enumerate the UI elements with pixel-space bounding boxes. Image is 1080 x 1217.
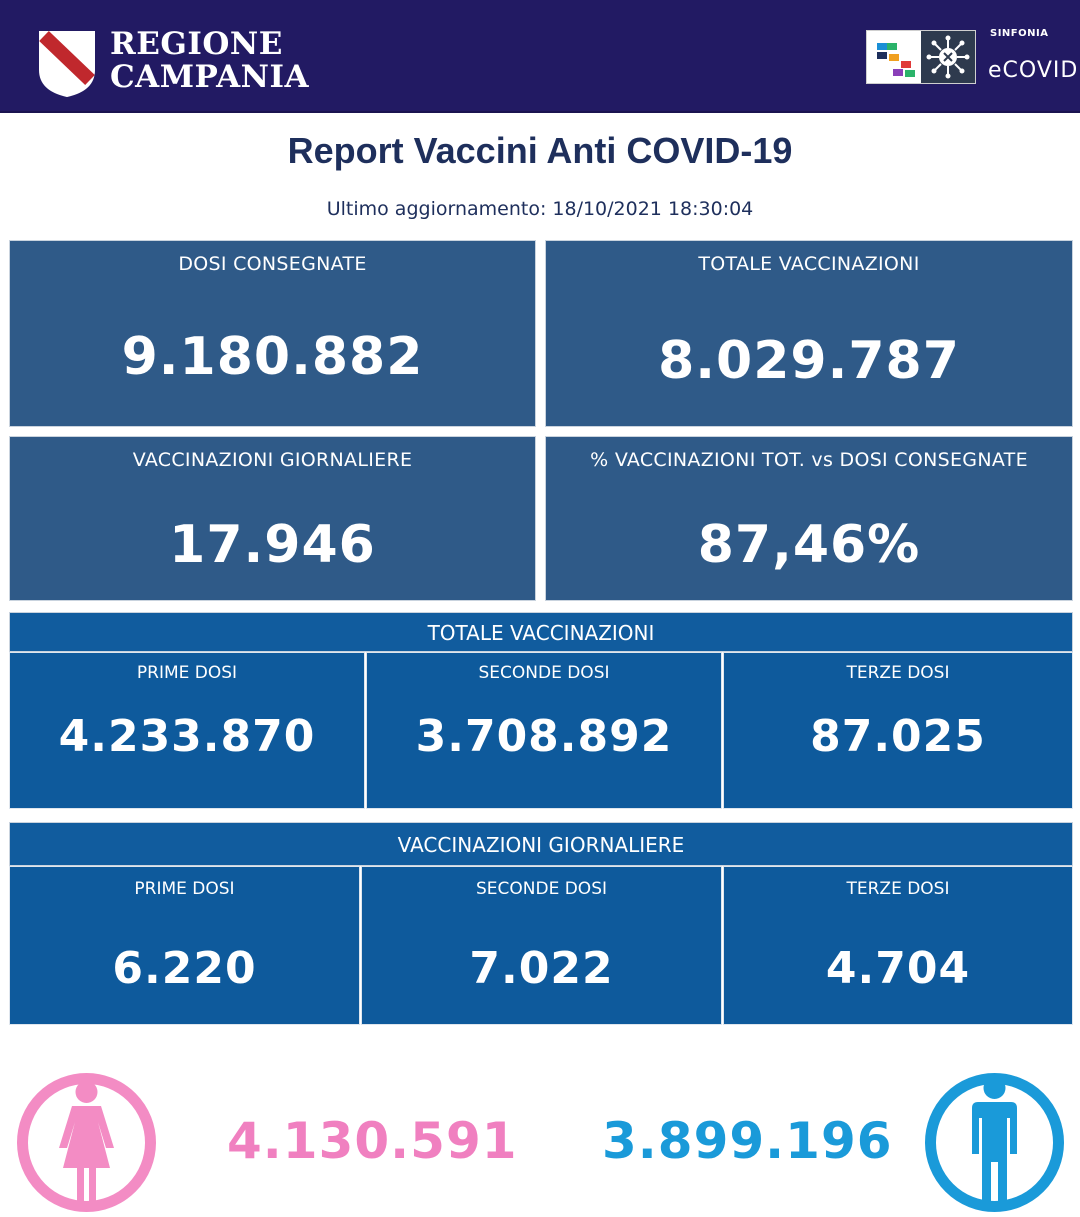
cell-label: PRIME DOSI xyxy=(136,663,238,683)
region-crest-icon xyxy=(39,30,95,98)
sinfonia-label: SINFONIA xyxy=(990,28,1049,39)
section-header-giornaliere: VACCINAZIONI GIORNALIERE xyxy=(9,822,1073,866)
sinfonia-logo xyxy=(866,30,976,84)
male-icon xyxy=(925,1073,1064,1212)
cell-label: SECONDE DOSI xyxy=(478,663,610,683)
card-totale-vaccinazioni: TOTALE VACCINAZIONI 8.029.787 xyxy=(545,240,1073,427)
card-value: 9.180.882 xyxy=(121,327,424,387)
card-value: 8.029.787 xyxy=(658,331,960,391)
cell-label: TERZE DOSI xyxy=(846,879,950,899)
cell-totale-prime-dosi: PRIME DOSI 4.233.870 xyxy=(9,652,365,809)
brand-name: REGIONE CAMPANIA xyxy=(110,28,309,94)
cell-value: 87.025 xyxy=(810,711,986,762)
cell-value: 4.233.870 xyxy=(58,711,316,762)
card-label: DOSI CONSEGNATE xyxy=(178,253,367,275)
brand-line2: CAMPANIA xyxy=(110,59,310,95)
cell-value: 3.708.892 xyxy=(415,711,673,762)
virus-icon xyxy=(921,31,975,83)
page-title: Report Vaccini Anti COVID-19 xyxy=(287,130,793,171)
cell-label: PRIME DOSI xyxy=(134,879,235,899)
card-percentuale: % VACCINAZIONI TOT. vs DOSI CONSEGNATE 8… xyxy=(545,436,1073,601)
card-label: TOTALE VACCINAZIONI xyxy=(698,253,920,275)
ecovid-label: eCOVID xyxy=(988,58,1079,83)
cell-giornaliere-seconde-dosi: SECONDE DOSI 7.022 xyxy=(361,866,722,1025)
card-value: 17.946 xyxy=(169,515,376,575)
cell-value: 4.704 xyxy=(825,943,971,994)
card-dosi-consegnate: DOSI CONSEGNATE 9.180.882 xyxy=(9,240,536,427)
header-bar: REGIONE CAMPANIA xyxy=(0,0,1080,113)
cell-giornaliere-prime-dosi: PRIME DOSI 6.220 xyxy=(9,866,360,1025)
cell-totale-terze-dosi: TERZE DOSI 87.025 xyxy=(723,652,1073,809)
card-label: VACCINAZIONI GIORNALIERE xyxy=(132,449,413,471)
brand-line1: REGIONE xyxy=(110,26,283,62)
cell-value: 7.022 xyxy=(469,943,614,994)
cell-totale-seconde-dosi: SECONDE DOSI 3.708.892 xyxy=(366,652,722,809)
card-label: % VACCINAZIONI TOT. vs DOSI CONSEGNATE xyxy=(590,449,1028,471)
section-header-totale: TOTALE VACCINAZIONI xyxy=(9,612,1073,652)
cell-value: 6.220 xyxy=(112,943,257,994)
male-count: 3.899.196 xyxy=(602,1112,893,1170)
cell-label: SECONDE DOSI xyxy=(475,879,607,899)
last-updated: Ultimo aggiornamento: 18/10/2021 18:30:0… xyxy=(326,198,754,220)
sinfonia-s-icon xyxy=(877,43,915,77)
female-count: 4.130.591 xyxy=(227,1112,518,1170)
card-vaccinazioni-giornaliere: VACCINAZIONI GIORNALIERE 17.946 xyxy=(9,436,536,601)
cell-giornaliere-terze-dosi: TERZE DOSI 4.704 xyxy=(723,866,1073,1025)
cell-label: TERZE DOSI xyxy=(846,663,950,683)
female-icon xyxy=(17,1073,156,1212)
card-value: 87,46% xyxy=(697,515,921,575)
